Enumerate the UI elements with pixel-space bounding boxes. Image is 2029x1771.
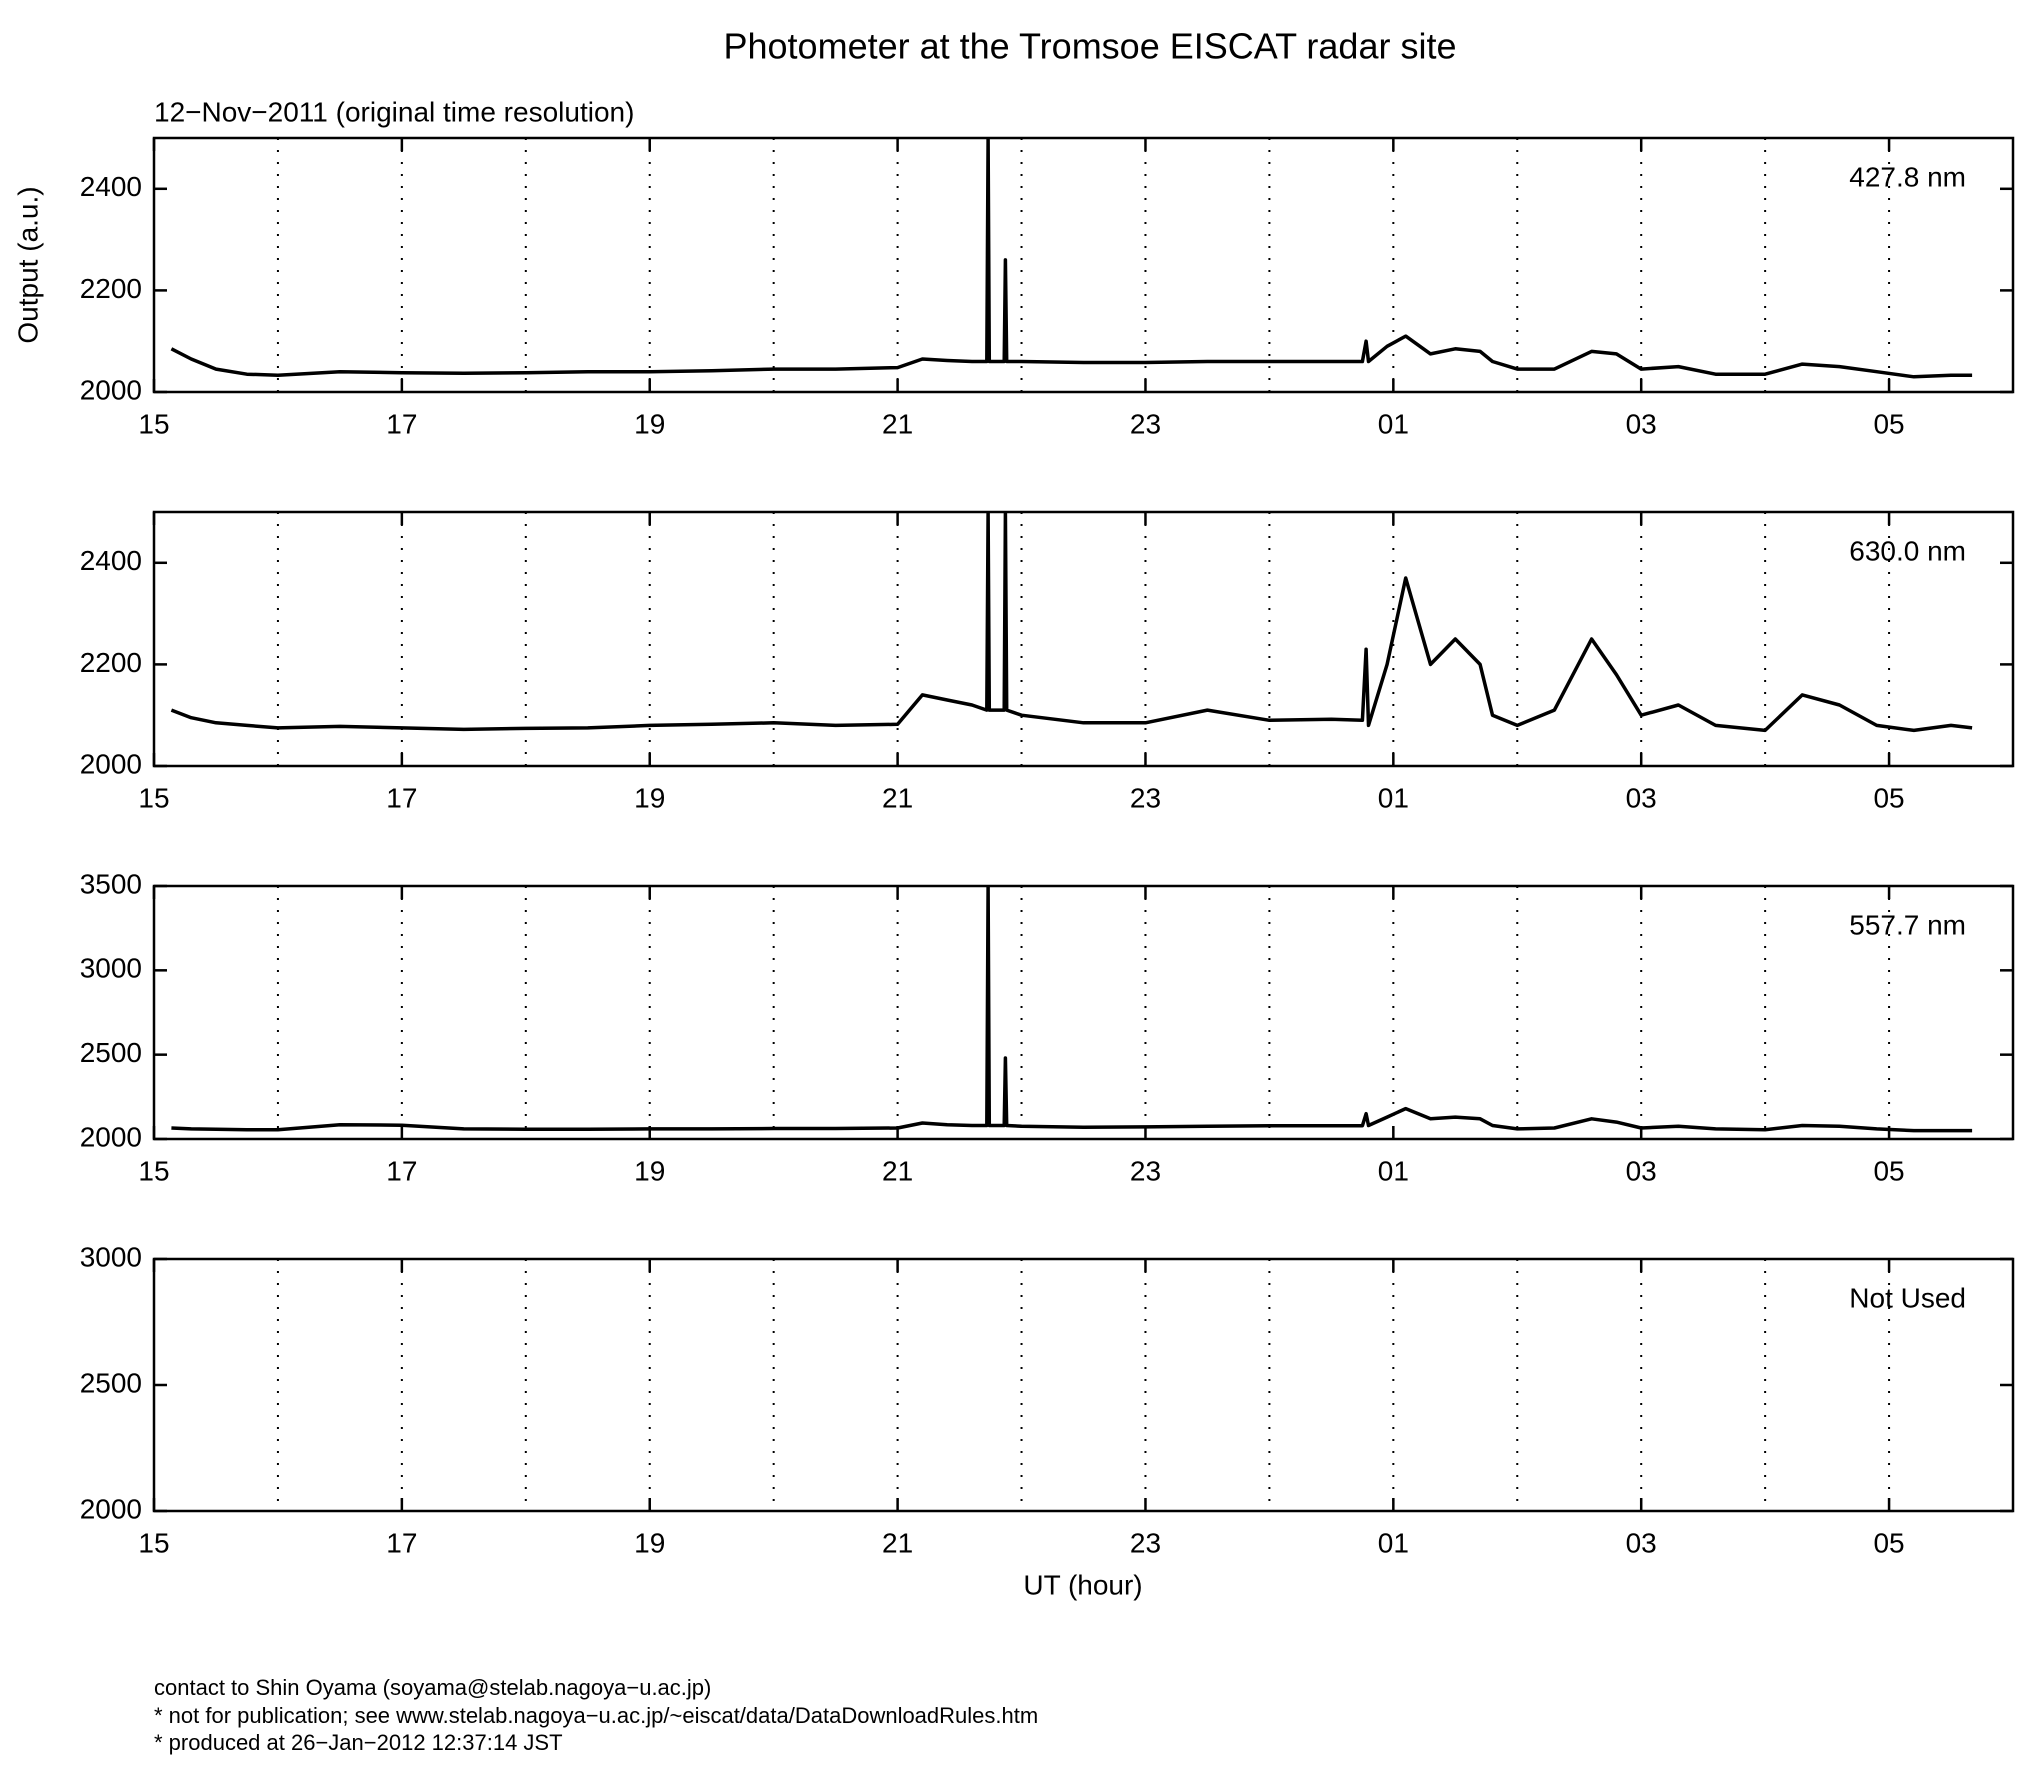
- x-tick-label: 01: [1378, 1155, 1409, 1186]
- panel: 15 17 19 21 23 01 03 05 2000 2200 2400 427.8 nm: [80, 136, 2015, 439]
- x-tick-label: 15: [138, 408, 169, 439]
- panel: 15 17 19 21 23 01 03 05 2000 2500 3000 3500 557.7 nm: [80, 868, 2015, 1186]
- x-tick-label: 15: [138, 782, 169, 813]
- x-tick-label: 01: [1378, 408, 1409, 439]
- panel: 15 17 19 21 23 01 03 05 2000 2500 3000 Not Used: [80, 1241, 2015, 1558]
- y-tick-label: 2400: [80, 545, 142, 576]
- y-tick-label: 2000: [80, 1121, 142, 1152]
- x-tick-label: 03: [1626, 1155, 1657, 1186]
- x-tick-label: 03: [1626, 1527, 1657, 1558]
- y-tick-label: 3500: [80, 868, 142, 899]
- x-tick-label: 15: [138, 1155, 169, 1186]
- x-tick-label: 03: [1626, 408, 1657, 439]
- chart-title: Photometer at the Tromsoe EISCAT radar s…: [724, 26, 1457, 67]
- x-tick-label: 01: [1378, 1527, 1409, 1558]
- x-tick-label: 23: [1130, 1527, 1161, 1558]
- y-tick-label: 2000: [80, 748, 142, 779]
- panel-label: 427.8 nm: [1849, 161, 1966, 192]
- x-tick-label: 05: [1873, 1527, 1904, 1558]
- y-axis-label: Output (a.u.): [12, 186, 43, 343]
- x-tick-label: 19: [634, 1155, 665, 1186]
- x-tick-label: 19: [634, 408, 665, 439]
- y-tick-label: 3000: [80, 953, 142, 984]
- x-tick-label: 01: [1378, 782, 1409, 813]
- y-tick-label: 2000: [80, 374, 142, 405]
- plot-frame: [152, 510, 2015, 768]
- x-axis-label: UT (hour): [1023, 1569, 1142, 1600]
- plot-frame: [152, 136, 2015, 394]
- y-tick-label: 2200: [80, 647, 142, 678]
- panel-label: Not Used: [1849, 1282, 1966, 1313]
- x-tick-label: 21: [882, 408, 913, 439]
- x-tick-label: 17: [386, 408, 417, 439]
- data-line: [170, 138, 1973, 379]
- panel-label: 630.0 nm: [1849, 535, 1966, 566]
- y-tick-label: 2500: [80, 1037, 142, 1068]
- panel: 15 17 19 21 23 01 03 05 2000 2200 2400 630.0 nm: [80, 510, 2015, 813]
- footer-line: * not for publication; see www.stelab.na…: [154, 1703, 1038, 1728]
- x-tick-label: 21: [882, 1155, 913, 1186]
- footer-line: contact to Shin Oyama (soyama@stelab.nag…: [154, 1675, 711, 1700]
- x-tick-label: 17: [386, 782, 417, 813]
- y-tick-label: 2500: [80, 1367, 142, 1398]
- x-tick-label: 23: [1130, 408, 1161, 439]
- x-tick-label: 23: [1130, 782, 1161, 813]
- y-tick-label: 3000: [80, 1241, 142, 1272]
- plot-frame: [152, 884, 2015, 1141]
- x-tick-label: 05: [1873, 782, 1904, 813]
- chart-subtitle: 12−Nov−2011 (original time resolution): [154, 96, 634, 127]
- x-tick-label: 19: [634, 1527, 665, 1558]
- x-tick-label: 21: [882, 782, 913, 813]
- x-tick-label: 21: [882, 1527, 913, 1558]
- y-tick-label: 2200: [80, 273, 142, 304]
- x-tick-label: 19: [634, 782, 665, 813]
- x-tick-label: 05: [1873, 408, 1904, 439]
- y-tick-label: 2400: [80, 171, 142, 202]
- y-tick-label: 2000: [80, 1493, 142, 1524]
- footer-line: * produced at 26−Jan−2012 12:37:14 JST: [154, 1730, 563, 1755]
- x-tick-label: 03: [1626, 782, 1657, 813]
- x-tick-label: 23: [1130, 1155, 1161, 1186]
- x-tick-label: 15: [138, 1527, 169, 1558]
- panel-label: 557.7 nm: [1849, 909, 1966, 940]
- x-tick-label: 17: [386, 1527, 417, 1558]
- data-line: [170, 512, 1973, 733]
- x-tick-label: 17: [386, 1155, 417, 1186]
- x-tick-label: 05: [1873, 1155, 1904, 1186]
